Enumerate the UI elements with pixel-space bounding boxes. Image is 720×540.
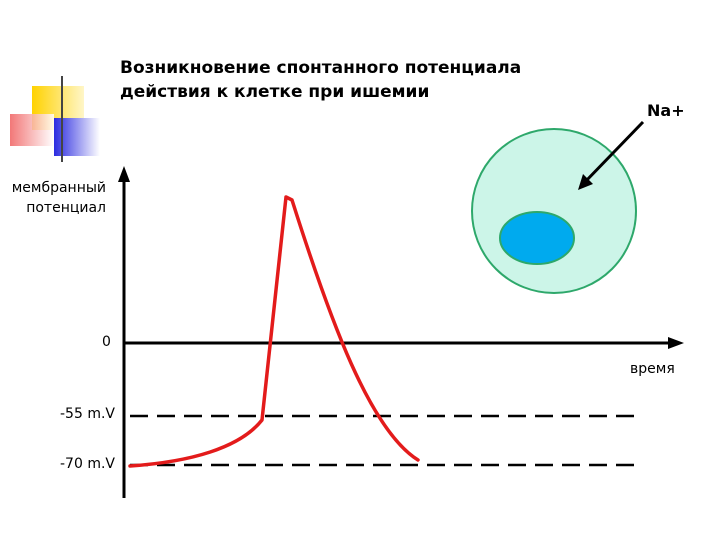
y-axis-label: мембранный потенциал bbox=[10, 178, 106, 218]
sodium-ion-label: Na+ bbox=[647, 101, 685, 120]
x-axis-arrow-icon bbox=[668, 337, 684, 349]
deco-blue-square bbox=[54, 118, 100, 156]
decorative-squares bbox=[10, 76, 520, 162]
slide-title: Возникновение спонтанного потенциала дей… bbox=[120, 56, 521, 104]
action-potential-curve bbox=[128, 195, 420, 468]
title-line-2: действия к клетке при ишемии bbox=[120, 82, 430, 102]
rest-potential-label: -70 m.V bbox=[60, 456, 115, 472]
na-influx-arrowhead-icon bbox=[578, 174, 593, 190]
title-line-1: Возникновение спонтанного потенциала bbox=[120, 58, 522, 78]
threshold-label: -55 m.V bbox=[60, 406, 115, 422]
y-axis-label-line-1: мембранный bbox=[11, 180, 106, 196]
x-axis-label: время bbox=[630, 361, 675, 377]
na-influx-arrow-icon bbox=[582, 120, 645, 185]
zero-label: 0 bbox=[102, 334, 111, 350]
axes bbox=[118, 166, 684, 498]
y-axis-label-line-2: потенциал bbox=[26, 200, 106, 216]
cell-nucleus bbox=[499, 211, 575, 265]
y-axis-arrow-icon bbox=[118, 166, 130, 182]
